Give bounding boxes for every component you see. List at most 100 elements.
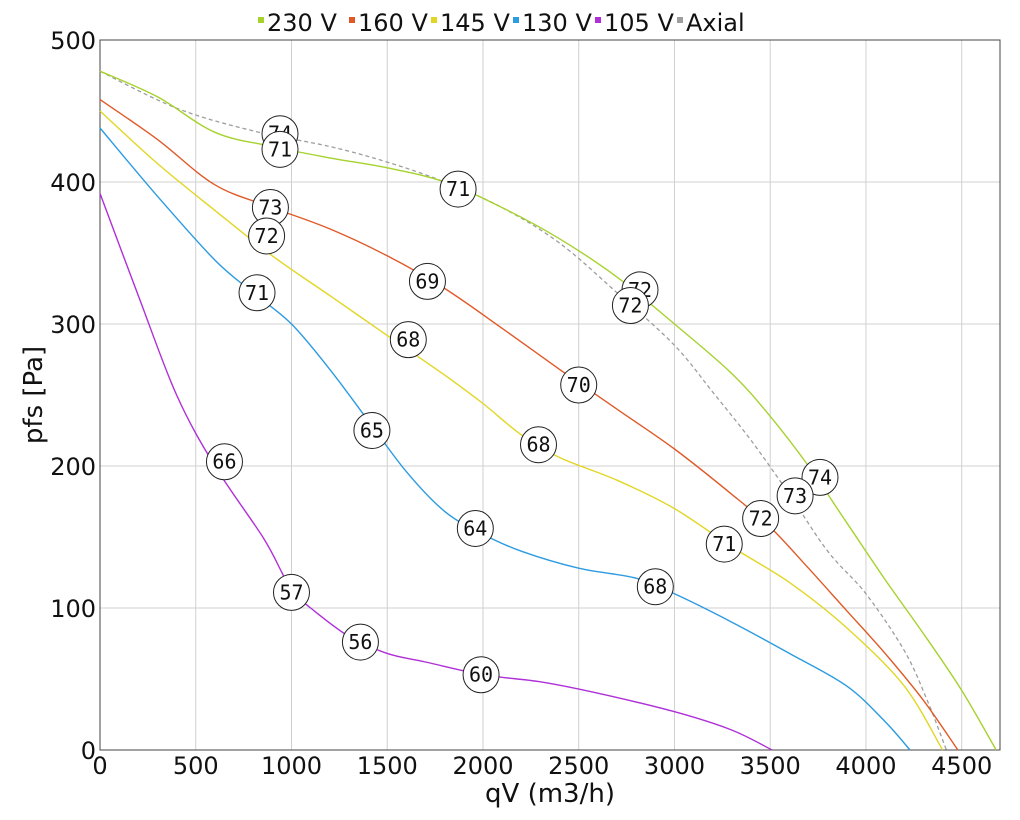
x-tick-label: 0 — [92, 752, 107, 780]
annotation-label: 72 — [618, 294, 642, 318]
annotation-label: 72 — [255, 224, 279, 248]
annotation-label: 72 — [749, 507, 773, 531]
annotation-circle — [611, 287, 649, 325]
annotation-130-v: 64 — [456, 509, 494, 547]
y-tick-label: 0 — [81, 737, 96, 765]
annotation-circle — [456, 509, 494, 547]
annotation-circle — [248, 217, 286, 255]
x-tick-label: 500 — [173, 752, 219, 780]
x-tick-label: 3500 — [740, 752, 801, 780]
annotation-label: 68 — [396, 328, 420, 352]
annotation-105-v: 60 — [462, 656, 500, 694]
annotation-circle — [261, 130, 299, 168]
annotation-label: 56 — [348, 630, 372, 654]
legend-swatch — [258, 17, 264, 23]
annotation-label: 65 — [360, 419, 384, 443]
legend-label: 160 V — [358, 9, 428, 37]
annotation-circle — [776, 477, 814, 515]
annotation-230-v: 71 — [261, 130, 299, 168]
legend-item: 160 V — [349, 9, 428, 37]
annotation-160-v: 73 — [776, 477, 814, 515]
annotation-circle — [238, 274, 276, 312]
x-tick-label: 1500 — [357, 752, 418, 780]
legend-item: Axial — [677, 9, 745, 37]
annotation-145-v: 68 — [389, 321, 427, 359]
series-line-axial — [99, 70, 948, 751]
annotation-145-v: 68 — [520, 426, 558, 464]
legend: 230 V 160 V 145 V 130 V 105 V Axial — [258, 9, 745, 37]
y-tick-label: 200 — [50, 453, 96, 481]
x-tick-label: 4000 — [835, 752, 896, 780]
y-axis-title: pfs [Pa] — [19, 346, 49, 444]
y-tick-label: 500 — [50, 27, 96, 55]
annotation-label: 71 — [245, 281, 269, 305]
annotation-230-v: 71 — [439, 170, 477, 208]
x-tick-label: 4500 — [931, 752, 992, 780]
annotation-145-v: 71 — [705, 525, 743, 563]
x-tick-labels: 0 500 1000 1500 2000 2500 3000 3500 4000 4500 — [92, 752, 992, 780]
plot-frame — [99, 39, 1001, 751]
series-line-105-v — [99, 193, 773, 751]
annotation-label: 68 — [526, 433, 550, 457]
x-tick-label: 2500 — [548, 752, 609, 780]
annotation-label: 69 — [415, 269, 439, 293]
y-tick-label: 400 — [50, 169, 96, 197]
x-tick-label: 1000 — [261, 752, 322, 780]
legend-label: 145 V — [440, 9, 510, 37]
annotation-130-v: 71 — [238, 274, 276, 312]
legend-item: 145 V — [431, 9, 510, 37]
legend-item: 230 V — [258, 9, 337, 37]
annotation-105-v: 57 — [272, 573, 310, 611]
legend-label: Axial — [686, 9, 745, 37]
legend-swatch — [349, 17, 355, 23]
annotation-circle — [408, 262, 446, 300]
series-line-160-v — [99, 99, 959, 751]
annotation-circle — [742, 500, 780, 538]
legend-swatch — [677, 17, 683, 23]
annotation-label: 74 — [808, 465, 832, 489]
annotation-circle — [341, 623, 379, 661]
annotation-label: 71 — [268, 137, 292, 161]
y-tick-labels: 0 100 200 300 400 500 — [50, 27, 96, 765]
legend-swatch — [595, 17, 601, 23]
annotation-label: 71 — [712, 532, 736, 556]
annotation-circle — [272, 573, 310, 611]
annotation-130-v: 68 — [636, 568, 674, 606]
annotation-label: 64 — [463, 516, 487, 540]
y-tick-label: 300 — [50, 311, 96, 339]
annotation-circle — [560, 366, 598, 404]
series-layer — [99, 70, 997, 751]
legend-swatch — [431, 17, 437, 23]
annotation-label: 68 — [643, 575, 667, 599]
annotation-130-v: 65 — [353, 412, 391, 449]
x-axis-title: qV (m3/h) — [485, 779, 615, 809]
grid — [99, 39, 1000, 751]
annotation-circle — [353, 412, 391, 449]
legend-item: 105 V — [595, 9, 674, 37]
annotation-axial: 72 — [611, 287, 649, 325]
annotation-circle — [205, 443, 243, 481]
annotation-label: 73 — [783, 484, 807, 508]
annotation-circle — [389, 321, 427, 359]
legend-item: 130 V — [513, 9, 592, 37]
annotation-label: 73 — [258, 196, 282, 220]
legend-label: 105 V — [604, 9, 674, 37]
annotation-160-v: 69 — [408, 262, 446, 300]
annotation-circle — [439, 170, 477, 208]
annotation-circle — [520, 426, 558, 464]
annotation-label: 66 — [212, 450, 236, 474]
series-line-145-v — [99, 110, 944, 751]
annotation-circle — [462, 656, 500, 694]
annotation-160-v: 72 — [742, 500, 780, 538]
annotation-label: 70 — [567, 373, 591, 397]
y-tick-label: 100 — [50, 595, 96, 623]
annotation-label: 71 — [446, 177, 470, 201]
annotation-105-v: 56 — [341, 623, 379, 661]
x-tick-label: 2000 — [452, 752, 513, 780]
annotation-145-v: 72 — [248, 217, 286, 255]
annotation-160-v: 70 — [560, 366, 598, 404]
annotation-label: 60 — [469, 663, 493, 687]
annotation-circle — [705, 525, 743, 563]
series-line-230-v — [99, 70, 997, 751]
